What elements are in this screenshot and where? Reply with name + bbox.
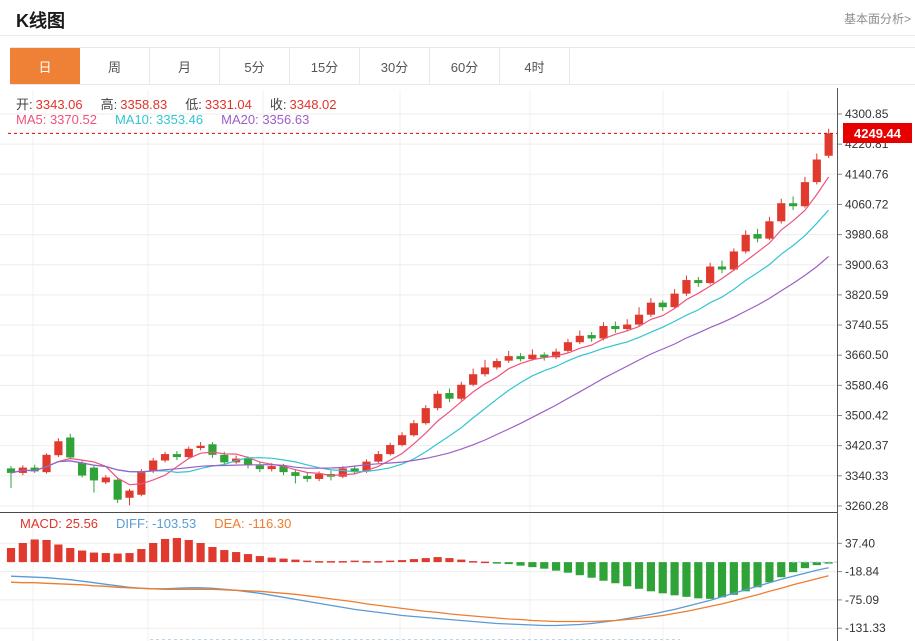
legend-ma10: MA10: 3353.46 <box>114 112 204 127</box>
svg-text:-131.33: -131.33 <box>845 621 886 635</box>
tab-30min[interactable]: 30分 <box>360 48 430 84</box>
svg-text:3820.59: 3820.59 <box>845 288 889 302</box>
legend-open: 开: 3343.06 <box>16 97 83 112</box>
ma-legend: MA5: 3370.52 MA10: 3353.46 MA20: 3356.63 <box>16 112 327 127</box>
tab-15min[interactable]: 15分 <box>290 48 360 84</box>
legend-ma20: MA20: 3356.63 <box>221 112 310 127</box>
svg-text:3740.55: 3740.55 <box>845 318 889 332</box>
ohlc-legend: 开: 3343.06 高: 3358.83 低: 3331.04 收: 3348.02 <box>16 94 355 113</box>
svg-text:4060.72: 4060.72 <box>845 197 889 211</box>
interval-tabs: 日周月 5分 15分 30分 60分 4时 <box>10 47 915 85</box>
svg-text:3980.68: 3980.68 <box>845 228 889 242</box>
tab-day[interactable]: 日 <box>10 48 80 84</box>
last-price-badge: 4249.44 <box>843 123 912 143</box>
tab-60min[interactable]: 60分 <box>430 48 500 84</box>
tab-4hour[interactable]: 4时 <box>500 48 570 84</box>
legend-macd: MACD: 25.56 <box>20 516 99 531</box>
legend-ma5: MA5: 3370.52 <box>16 112 97 127</box>
legend-low: 低: 3331.04 <box>185 97 252 112</box>
legend-diff: DIFF: -103.53 <box>116 516 197 531</box>
header-divider <box>0 35 915 36</box>
legend-high: 高: 3358.83 <box>100 97 168 112</box>
tab-5min[interactable]: 5分 <box>220 48 290 84</box>
svg-text:-18.84: -18.84 <box>845 565 879 579</box>
tab-month[interactable]: 月 <box>150 48 220 84</box>
legend-dea: DEA: -116.30 <box>214 516 292 531</box>
macd-chart[interactable]: 37.40 -18.84 -75.09 -131.33 <box>0 514 915 641</box>
page-title: K线图 <box>16 11 65 31</box>
svg-text:4140.76: 4140.76 <box>845 167 889 181</box>
legend-close: 收: 3348.02 <box>269 97 337 112</box>
svg-text:3580.46: 3580.46 <box>845 378 889 392</box>
candlestick-chart[interactable]: 4300.854220.814140.764060.723980.683900.… <box>0 88 915 515</box>
svg-text:37.40: 37.40 <box>845 536 875 550</box>
svg-text:3500.42: 3500.42 <box>845 409 889 423</box>
tab-week[interactable]: 周 <box>80 48 150 84</box>
svg-text:3260.28: 3260.28 <box>845 499 889 513</box>
svg-text:3420.37: 3420.37 <box>845 439 889 453</box>
svg-text:3900.63: 3900.63 <box>845 258 889 272</box>
svg-text:-75.09: -75.09 <box>845 593 879 607</box>
svg-text:3660.50: 3660.50 <box>845 348 889 362</box>
macd-legend: MACD: 25.56 DIFF: -103.53 DEA: -116.30 <box>20 516 309 531</box>
svg-text:3340.33: 3340.33 <box>845 469 889 483</box>
svg-text:4300.85: 4300.85 <box>845 107 889 121</box>
fundamental-analysis-link[interactable]: 基本面分析> <box>843 12 911 26</box>
